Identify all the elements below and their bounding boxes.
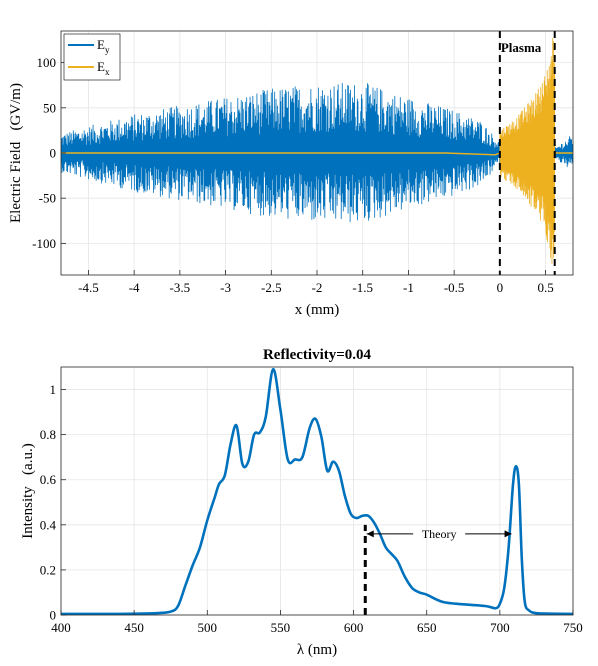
spectrum-x-tick-label: 550 bbox=[271, 620, 291, 635]
field-x-tick-label: 0 bbox=[497, 280, 504, 295]
spectrum-x-tick-label: 500 bbox=[198, 620, 218, 635]
theory-arrow-left-head bbox=[366, 530, 374, 538]
spectrum-y-tick-label: 0.4 bbox=[40, 517, 57, 532]
theory-label: Theory bbox=[422, 527, 457, 541]
spectrum-x-tick-label: 450 bbox=[124, 620, 144, 635]
spectrum-x-axis-label: λ (nm) bbox=[297, 642, 337, 658]
field-x-tick-label: 0.5 bbox=[537, 280, 553, 295]
field-x-tick-label: -1 bbox=[403, 280, 414, 295]
spectrum-x-tick-label: 650 bbox=[417, 620, 437, 635]
field-y-tick-label: 50 bbox=[43, 100, 56, 115]
field-x-tick-label: -2.5 bbox=[261, 280, 282, 295]
field-x-tick-label: -4.5 bbox=[78, 280, 99, 295]
spectrum-plot-frame bbox=[60, 366, 574, 616]
spectrum-x-tick-label: 750 bbox=[563, 620, 583, 635]
field-y-axis-label: Electric Field (GV/m) bbox=[8, 83, 24, 223]
spectrum-x-tick-label: 400 bbox=[51, 620, 71, 635]
ex-baseline-line bbox=[61, 152, 573, 156]
plasma-annotation: Plasma bbox=[501, 40, 542, 55]
field-y-tick-label: -100 bbox=[32, 236, 56, 251]
field-panel: Plasma -4.5 -4 -3.5 -3 -2.5 -2 -1.5 -1 -0.5 0 0.5 … bbox=[8, 30, 574, 318]
field-y-tick-label: 100 bbox=[37, 55, 57, 70]
field-y-tick-label: -50 bbox=[39, 191, 56, 206]
field-x-tick-label: -3.5 bbox=[170, 280, 191, 295]
field-x-tick-label: -4 bbox=[129, 280, 140, 295]
field-x-ticks: -4.5 -4 -3.5 -3 -2.5 -2 -1.5 -1 -0.5 0 0.5 bbox=[78, 270, 554, 295]
spectrum-y-axis-label: Intensity (a.u.) bbox=[20, 443, 36, 538]
field-x-tick-label: -1.5 bbox=[352, 280, 373, 295]
field-y-ticks: -100 -50 0 50 100 bbox=[32, 55, 66, 251]
spectrum-y-tick-label: 0.8 bbox=[40, 427, 56, 442]
field-legend: Ey Ex bbox=[63, 33, 121, 81]
field-x-tick-label: -0.5 bbox=[444, 280, 465, 295]
theory-arrow-right-head bbox=[504, 530, 512, 538]
spectrum-y-ticks: 0 0.2 0.4 0.6 0.8 1 bbox=[40, 382, 66, 623]
spectrum-grid bbox=[60, 367, 574, 616]
ex-series-line bbox=[499, 37, 556, 264]
spectrum-title: Reflectivity=0.04 bbox=[263, 347, 372, 363]
field-x-tick-label: -2 bbox=[312, 280, 323, 295]
field-y-tick-label: 0 bbox=[50, 146, 57, 161]
spectrum-y-tick-label: 1 bbox=[50, 382, 57, 397]
spectrum-x-tick-label: 600 bbox=[344, 620, 364, 635]
spectrum-y-tick-label: 0.6 bbox=[40, 472, 57, 487]
spectrum-line bbox=[61, 367, 573, 615]
spectrum-panel: Reflectivity=0.04 Theory 400 450 500 550 600… bbox=[20, 347, 583, 658]
theory-arrow bbox=[366, 530, 512, 538]
ex-legend-label: Ex bbox=[97, 59, 110, 77]
spectrum-y-tick-label: 0 bbox=[50, 608, 57, 623]
spectrum-x-tick-label: 700 bbox=[490, 620, 510, 635]
field-x-tick-label: -3 bbox=[220, 280, 231, 295]
field-x-axis-label: x (mm) bbox=[295, 302, 340, 318]
spectrum-x-ticks: 400 450 500 550 600 650 700 750 bbox=[51, 610, 583, 635]
spectrum-y-tick-label: 0.2 bbox=[40, 562, 56, 577]
ey-series-line bbox=[61, 83, 573, 223]
ey-legend-label: Ey bbox=[97, 37, 110, 55]
